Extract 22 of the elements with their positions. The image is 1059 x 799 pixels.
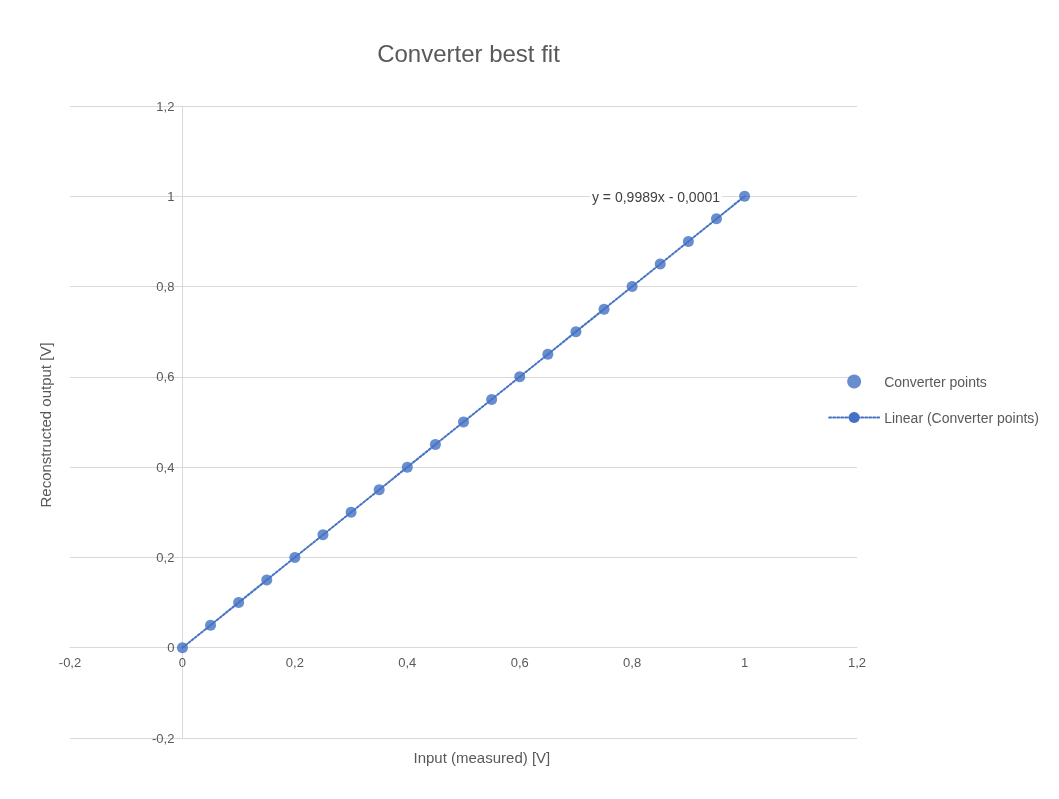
y-tick-label: 0 <box>167 640 175 656</box>
legend-label: Converter points <box>884 373 987 390</box>
x-tick-label: 1 <box>740 654 749 670</box>
y-tick-label: 1,2 <box>156 98 175 114</box>
x-tick-label: 0 <box>178 654 187 670</box>
y-tick-label: 0,6 <box>156 369 175 385</box>
x-tick-label: 0,8 <box>623 654 642 670</box>
x-tick-label: 0,2 <box>285 654 304 670</box>
annotation: y = 0,9989x - 0,0001 <box>591 189 721 205</box>
y-tick-label: -0,2 <box>152 730 175 746</box>
y-tick-label: 0,8 <box>156 279 175 295</box>
x-tick-label: 0,6 <box>510 654 529 670</box>
y-tick-label: 0,4 <box>156 459 175 475</box>
x-axis-title: Input (measured) [V] <box>413 749 551 766</box>
chart-title: Converter best fit <box>377 39 561 67</box>
y-tick-label: 1 <box>167 188 175 204</box>
y-axis-title: Reconstructed output [V] <box>36 342 54 508</box>
x-tick-label: 0,4 <box>398 654 417 670</box>
x-tick-label: -0,2 <box>58 654 82 670</box>
legend-label: Linear (Converter points) <box>884 409 1040 426</box>
y-tick-label: 0,2 <box>156 549 175 565</box>
x-tick-label: 1,2 <box>847 654 867 670</box>
